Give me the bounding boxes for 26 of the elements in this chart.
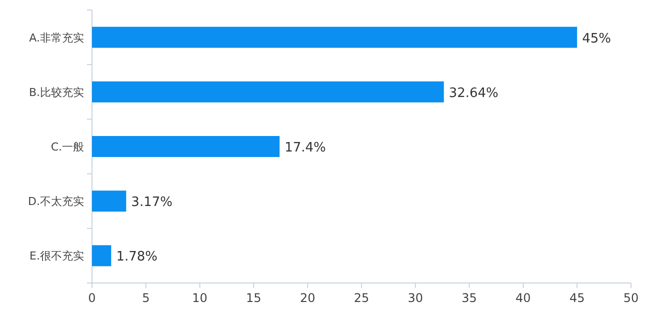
bar xyxy=(92,190,126,212)
x-tick-label: 35 xyxy=(462,291,477,305)
data-label: 45% xyxy=(582,31,612,46)
x-tick-label: 25 xyxy=(354,291,370,305)
data-label: 1.78% xyxy=(116,250,158,265)
x-tick-label: 30 xyxy=(408,291,424,305)
bar xyxy=(92,245,112,266)
y-tick-label: A.非常充实 xyxy=(29,31,84,44)
bar xyxy=(92,81,444,102)
x-tick-label: 0 xyxy=(88,291,96,305)
bar xyxy=(92,136,280,157)
y-tick-label: C.一般 xyxy=(50,140,84,154)
x-tick-label: 40 xyxy=(516,291,531,305)
x-tick-label: 10 xyxy=(192,291,208,305)
data-label: 3.17% xyxy=(131,195,172,210)
x-tick-label: 15 xyxy=(246,291,262,305)
y-tick-label: D.不太充实 xyxy=(28,195,84,208)
x-tick-label: 5 xyxy=(142,291,150,305)
data-label: 32.64% xyxy=(448,86,498,101)
x-tick-label: 45 xyxy=(569,291,585,305)
data-label: 17.4% xyxy=(284,140,326,156)
y-tick-label: E.很不充实 xyxy=(30,250,84,263)
x-tick-label: 20 xyxy=(300,291,316,305)
x-tick-label: 50 xyxy=(623,291,639,305)
y-tick-label: B.比较充实 xyxy=(28,86,84,99)
bar xyxy=(92,26,578,48)
